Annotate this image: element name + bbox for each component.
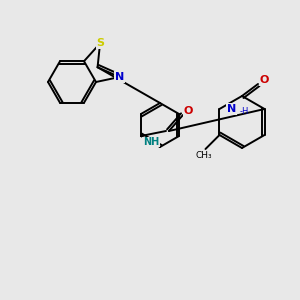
Text: S: S: [96, 38, 104, 48]
Text: O: O: [183, 106, 193, 116]
Text: N: N: [227, 104, 236, 114]
Text: O: O: [259, 75, 269, 85]
Text: -H: -H: [239, 106, 249, 116]
Text: NH: NH: [143, 137, 159, 147]
Text: N: N: [115, 72, 124, 82]
Text: CH₃: CH₃: [195, 151, 212, 160]
